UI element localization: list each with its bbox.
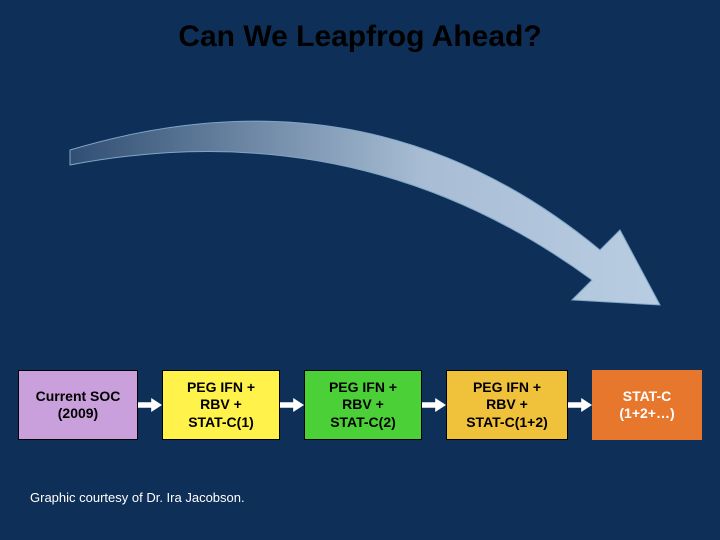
stage-box-label: PEG IFN +RBV +STAT-C(1+2) [466,379,548,432]
stage-box-label: Current SOC(2009) [36,388,121,423]
boxes-row: Current SOC(2009) PEG IFN +RBV +STAT-C(1… [18,370,702,440]
flow-arrow-icon [422,398,446,412]
slide-title-text: Can We Leapfrog Ahead? [178,20,541,53]
stage-box-label: PEG IFN +RBV +STAT-C(2) [329,379,397,432]
slide: Can We Leapfrog Ahead? Current SOC(2009)… [0,0,720,540]
credit-line: Graphic courtesy of Dr. Ira Jacobson. [30,490,245,505]
credit-text: Graphic courtesy of Dr. Ira Jacobson. [30,490,245,505]
stage-box-3: PEG IFN +RBV +STAT-C(1+2) [446,370,568,440]
leapfrog-arrow-svg [60,90,680,350]
stage-box-label: STAT-C(1+2+…) [619,388,674,423]
stage-box-2: PEG IFN +RBV +STAT-C(2) [304,370,422,440]
flow-arrow-icon [138,398,162,412]
stage-box-label: PEG IFN +RBV +STAT-C(1) [187,379,255,432]
flow-arrow-icon [280,398,304,412]
flow-arrow-icon [568,398,592,412]
stage-box-0: Current SOC(2009) [18,370,138,440]
slide-title: Can We Leapfrog Ahead? [0,20,720,54]
stage-box-4: STAT-C(1+2+…) [592,370,702,440]
stage-box-1: PEG IFN +RBV +STAT-C(1) [162,370,280,440]
leapfrog-arrow-body [70,121,660,305]
leapfrog-arrow [60,90,680,355]
